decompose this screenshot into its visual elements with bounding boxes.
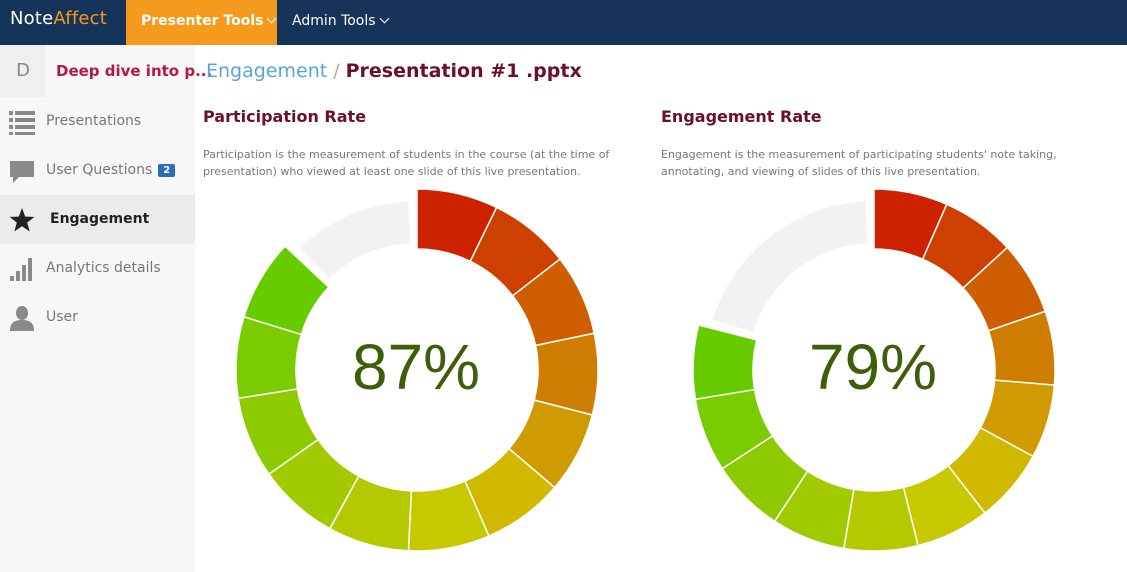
star-icon [9,208,35,232]
participation-donut-chart [235,188,599,552]
admin-tools-menu[interactable]: Admin Tools [292,0,390,45]
breadcrumb-current: Presentation #1 .pptx [345,60,582,82]
logo-accent-text: Affect [53,8,107,29]
breadcrumb: Engagement / Presentation #1 .pptx [206,60,582,82]
app-logo[interactable]: NoteAffect [10,8,107,29]
admin-tools-label: Admin Tools [292,13,376,29]
sidebar-item-engagement[interactable]: Engagement [0,195,195,244]
course-title: Deep dive into p... [56,62,213,80]
engagement-description: Engagement is the measurement of partici… [661,148,1057,178]
sidebar-item-label-wrap: User Questions 2 [46,162,176,178]
donut-filled-segment [692,324,758,401]
sidebar-item-label: Engagement [50,211,150,227]
participation-title: Participation Rate [203,107,367,126]
sidebar: D Deep dive into p... Presentations User… [0,45,212,572]
engagement-percentage: 79% [808,331,938,403]
user-icon [10,306,34,331]
top-navbar: NoteAffect Presenter Tools Admin Tools [0,0,1127,45]
list-icon [9,111,35,135]
donut-remaining-segment [300,201,411,279]
participation-description: Participation is the measurement of stud… [203,148,610,178]
sidebar-item-presentations[interactable]: Presentations [0,97,195,146]
chevron-down-icon [379,13,390,24]
engagement-donut-chart [692,188,1056,552]
course-header[interactable]: D Deep dive into p... [0,45,212,97]
sidebar-item-label: User Questions [46,162,153,178]
speech-bubble-icon [10,161,34,183]
sidebar-item-analytics-details[interactable]: Analytics details [0,244,195,293]
engagement-panel: Engagement Rate Engagement is the measur… [661,107,1081,180]
breadcrumb-engagement-link[interactable]: Engagement [206,60,328,82]
sidebar-item-user-questions[interactable]: User Questions 2 [0,146,195,195]
participation-panel: Participation Rate Participation is the … [203,107,623,180]
sidebar-item-label: Analytics details [46,260,161,276]
sidebar-item-label: Presentations [46,113,142,129]
question-count-badge: 2 [158,164,176,177]
bar-chart-icon [10,258,32,281]
sidebar-item-label: User [46,309,78,325]
donut-remaining-segment [712,201,868,333]
donut-filled-segment [243,245,330,336]
participation-percentage: 87% [351,331,481,403]
presenter-tools-label: Presenter Tools [141,13,264,29]
engagement-title: Engagement Rate [661,107,822,126]
sidebar-item-user[interactable]: User [0,293,195,342]
chevron-down-icon [267,13,277,24]
breadcrumb-separator: / [333,60,340,82]
logo-main-text: Note [10,8,54,29]
course-avatar: D [0,45,46,97]
presenter-tools-menu[interactable]: Presenter Tools [126,0,277,45]
